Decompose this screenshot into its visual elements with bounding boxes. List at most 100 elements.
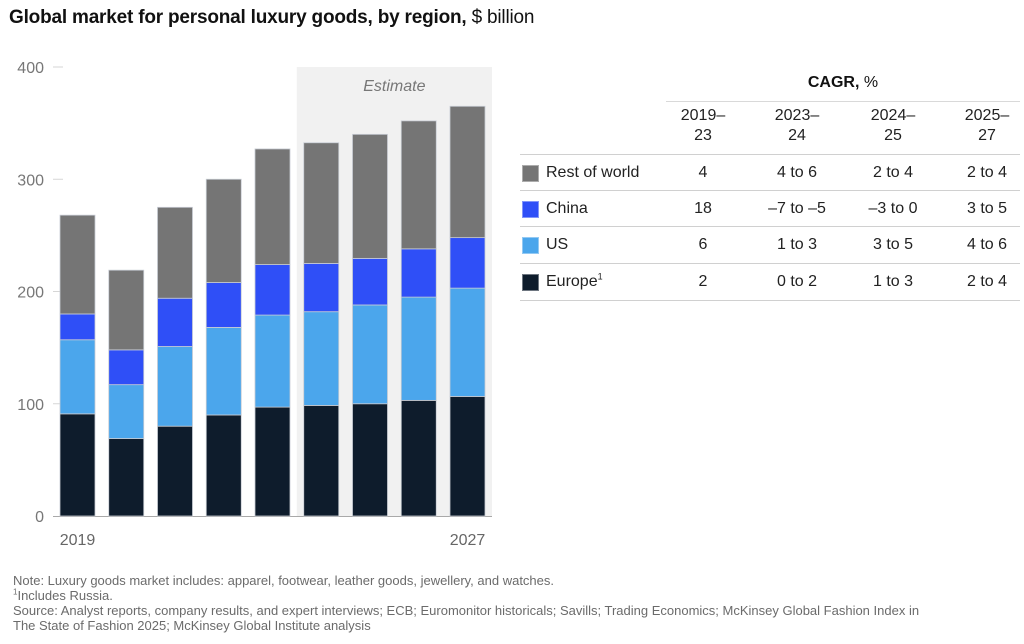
table-cell: 0 to 2: [776, 273, 818, 290]
bar-segment-europe: [59, 413, 96, 517]
row-label-text: Europe: [546, 273, 598, 290]
bar-segment-europe: [449, 396, 486, 517]
table-cell: 3 to 5: [872, 236, 914, 253]
bar-stack-2020: [108, 269, 145, 517]
table-cell: 2: [698, 273, 708, 290]
bar-segment-china: [108, 349, 145, 386]
column-header-line1: 2024–: [870, 107, 916, 124]
legend-swatch-europe: [522, 274, 539, 291]
column-header-2023-24: 2023– 24: [752, 106, 842, 146]
column-header-line1: 2019–: [680, 107, 726, 124]
bar-stack-2021: [157, 206, 193, 517]
row-label: Rest of world: [546, 164, 640, 181]
table-cell: 4 to 6: [966, 236, 1008, 253]
chart-title-unit: $ billion: [471, 7, 535, 28]
column-header-line1: 2023–: [774, 107, 820, 124]
bar-segment-europe: [303, 405, 340, 517]
bar-segment-europe: [400, 399, 437, 517]
row-label: Europe1: [546, 271, 603, 291]
bar-segment-china: [352, 257, 388, 306]
bar-segment-rest-of-world: [59, 214, 96, 315]
bar-segment-rest-of-world: [400, 120, 437, 250]
table-row-rest-of-world: Rest of world 4 4 to 6 2 to 4 2 to 4: [520, 154, 1020, 191]
table-cell: 4: [698, 164, 708, 181]
bar-segment-rest-of-world: [254, 148, 291, 265]
bar-stack-2022: [205, 178, 242, 517]
table-cell: 4 to 6: [776, 164, 818, 181]
bar-stack-2019: [59, 214, 96, 517]
bar-stack-2023: [254, 148, 291, 517]
table-cell: –7 to –5: [768, 200, 826, 217]
bar-stack-2024: [303, 142, 340, 517]
estimate-label: Estimate: [363, 78, 425, 95]
chart-title-main: Global market for personal luxury goods,…: [9, 7, 467, 28]
column-header-2019-23: 2019– 23: [658, 106, 748, 146]
table-cell: 2 to 4: [966, 273, 1008, 290]
note-text: Note: Luxury goods market includes: appa…: [13, 573, 555, 588]
bar-segment-rest-of-world: [352, 133, 388, 259]
bar-stack-2026: [400, 120, 437, 517]
row-label: US: [546, 236, 569, 253]
bar-segment-rest-of-world: [157, 206, 193, 299]
stacked-bar-chart: Estimate 0 100 200 300 400 2019 2027: [17, 60, 492, 549]
y-tick-label: 0: [35, 509, 44, 526]
legend-swatch-us: [522, 237, 539, 254]
bar-segment-china: [205, 282, 242, 328]
chart-notes: Note: Luxury goods market includes: appa…: [13, 573, 919, 633]
table-row-europe: Europe1 2 0 to 2 1 to 3 2 to 4: [520, 263, 1020, 301]
bar-segment-us: [449, 287, 486, 397]
column-header-line2: 23: [694, 127, 712, 144]
bar-segment-us: [303, 311, 340, 406]
y-tick-label: 400: [17, 60, 44, 77]
chart-title: Global market for personal luxury goods,…: [9, 7, 534, 29]
bar-segment-europe: [157, 425, 193, 517]
table-cell: 2 to 4: [872, 164, 914, 181]
table-cell: 18: [694, 200, 712, 217]
column-header-line2: 25: [884, 127, 902, 144]
bar-segment-rest-of-world: [449, 105, 486, 239]
table-row-us: US 6 1 to 3 3 to 5 4 to 6: [520, 226, 1020, 263]
table-cell: 1 to 3: [776, 236, 818, 253]
bar-segment-us: [205, 327, 242, 416]
bar-segment-us: [352, 304, 388, 405]
source-line-2: The State of Fashion 2025; McKinsey Glob…: [13, 618, 371, 633]
bar-segment-europe: [108, 438, 145, 517]
bar-segment-china: [303, 263, 340, 313]
column-header-line2: 27: [978, 127, 996, 144]
footnote-1: 1Includes Russia.: [13, 588, 919, 603]
bar-segment-us: [59, 339, 96, 415]
y-tick-label: 200: [17, 285, 44, 302]
bar-segment-china: [254, 264, 291, 316]
bar-segment-us: [157, 346, 193, 427]
bar-stack-2025: [352, 133, 388, 517]
bar-segment-europe: [352, 403, 388, 517]
bar-segment-china: [400, 248, 437, 298]
bar-segment-rest-of-world: [303, 142, 340, 264]
bar-segment-europe: [205, 414, 242, 517]
y-tick-label: 300: [17, 172, 44, 189]
column-header-line1: 2025–: [964, 107, 1010, 124]
bar-segment-europe: [254, 406, 291, 517]
column-header-2025-27: 2025– 27: [942, 106, 1024, 146]
table-cell: 1 to 3: [872, 273, 914, 290]
column-header-2024-25: 2024– 25: [848, 106, 938, 146]
table-cell: 2 to 4: [966, 164, 1008, 181]
table-cell: 6: [698, 236, 708, 253]
bar-segment-us: [108, 384, 145, 439]
bar-segment-rest-of-world: [108, 269, 145, 351]
cagr-title-unit: %: [863, 74, 879, 91]
cagr-table-title: CAGR, %: [666, 74, 1020, 92]
x-tick-label: 2019: [60, 532, 96, 549]
bar-segment-rest-of-world: [205, 178, 242, 283]
table-cell: –3 to 0: [868, 200, 918, 217]
footnote-text: Includes Russia.: [17, 588, 113, 603]
bar-segment-china: [157, 297, 193, 347]
x-tick-label: 2027: [450, 532, 486, 549]
cagr-title-divider: [666, 101, 1020, 102]
bar-segment-china: [59, 313, 96, 341]
legend-swatch-china: [522, 201, 539, 218]
bar-segment-china: [449, 237, 486, 289]
table-row-china: China 18 –7 to –5 –3 to 0 3 to 5: [520, 190, 1020, 227]
footnote-marker: 1: [597, 271, 603, 282]
footnote-mark: 1: [13, 587, 18, 597]
